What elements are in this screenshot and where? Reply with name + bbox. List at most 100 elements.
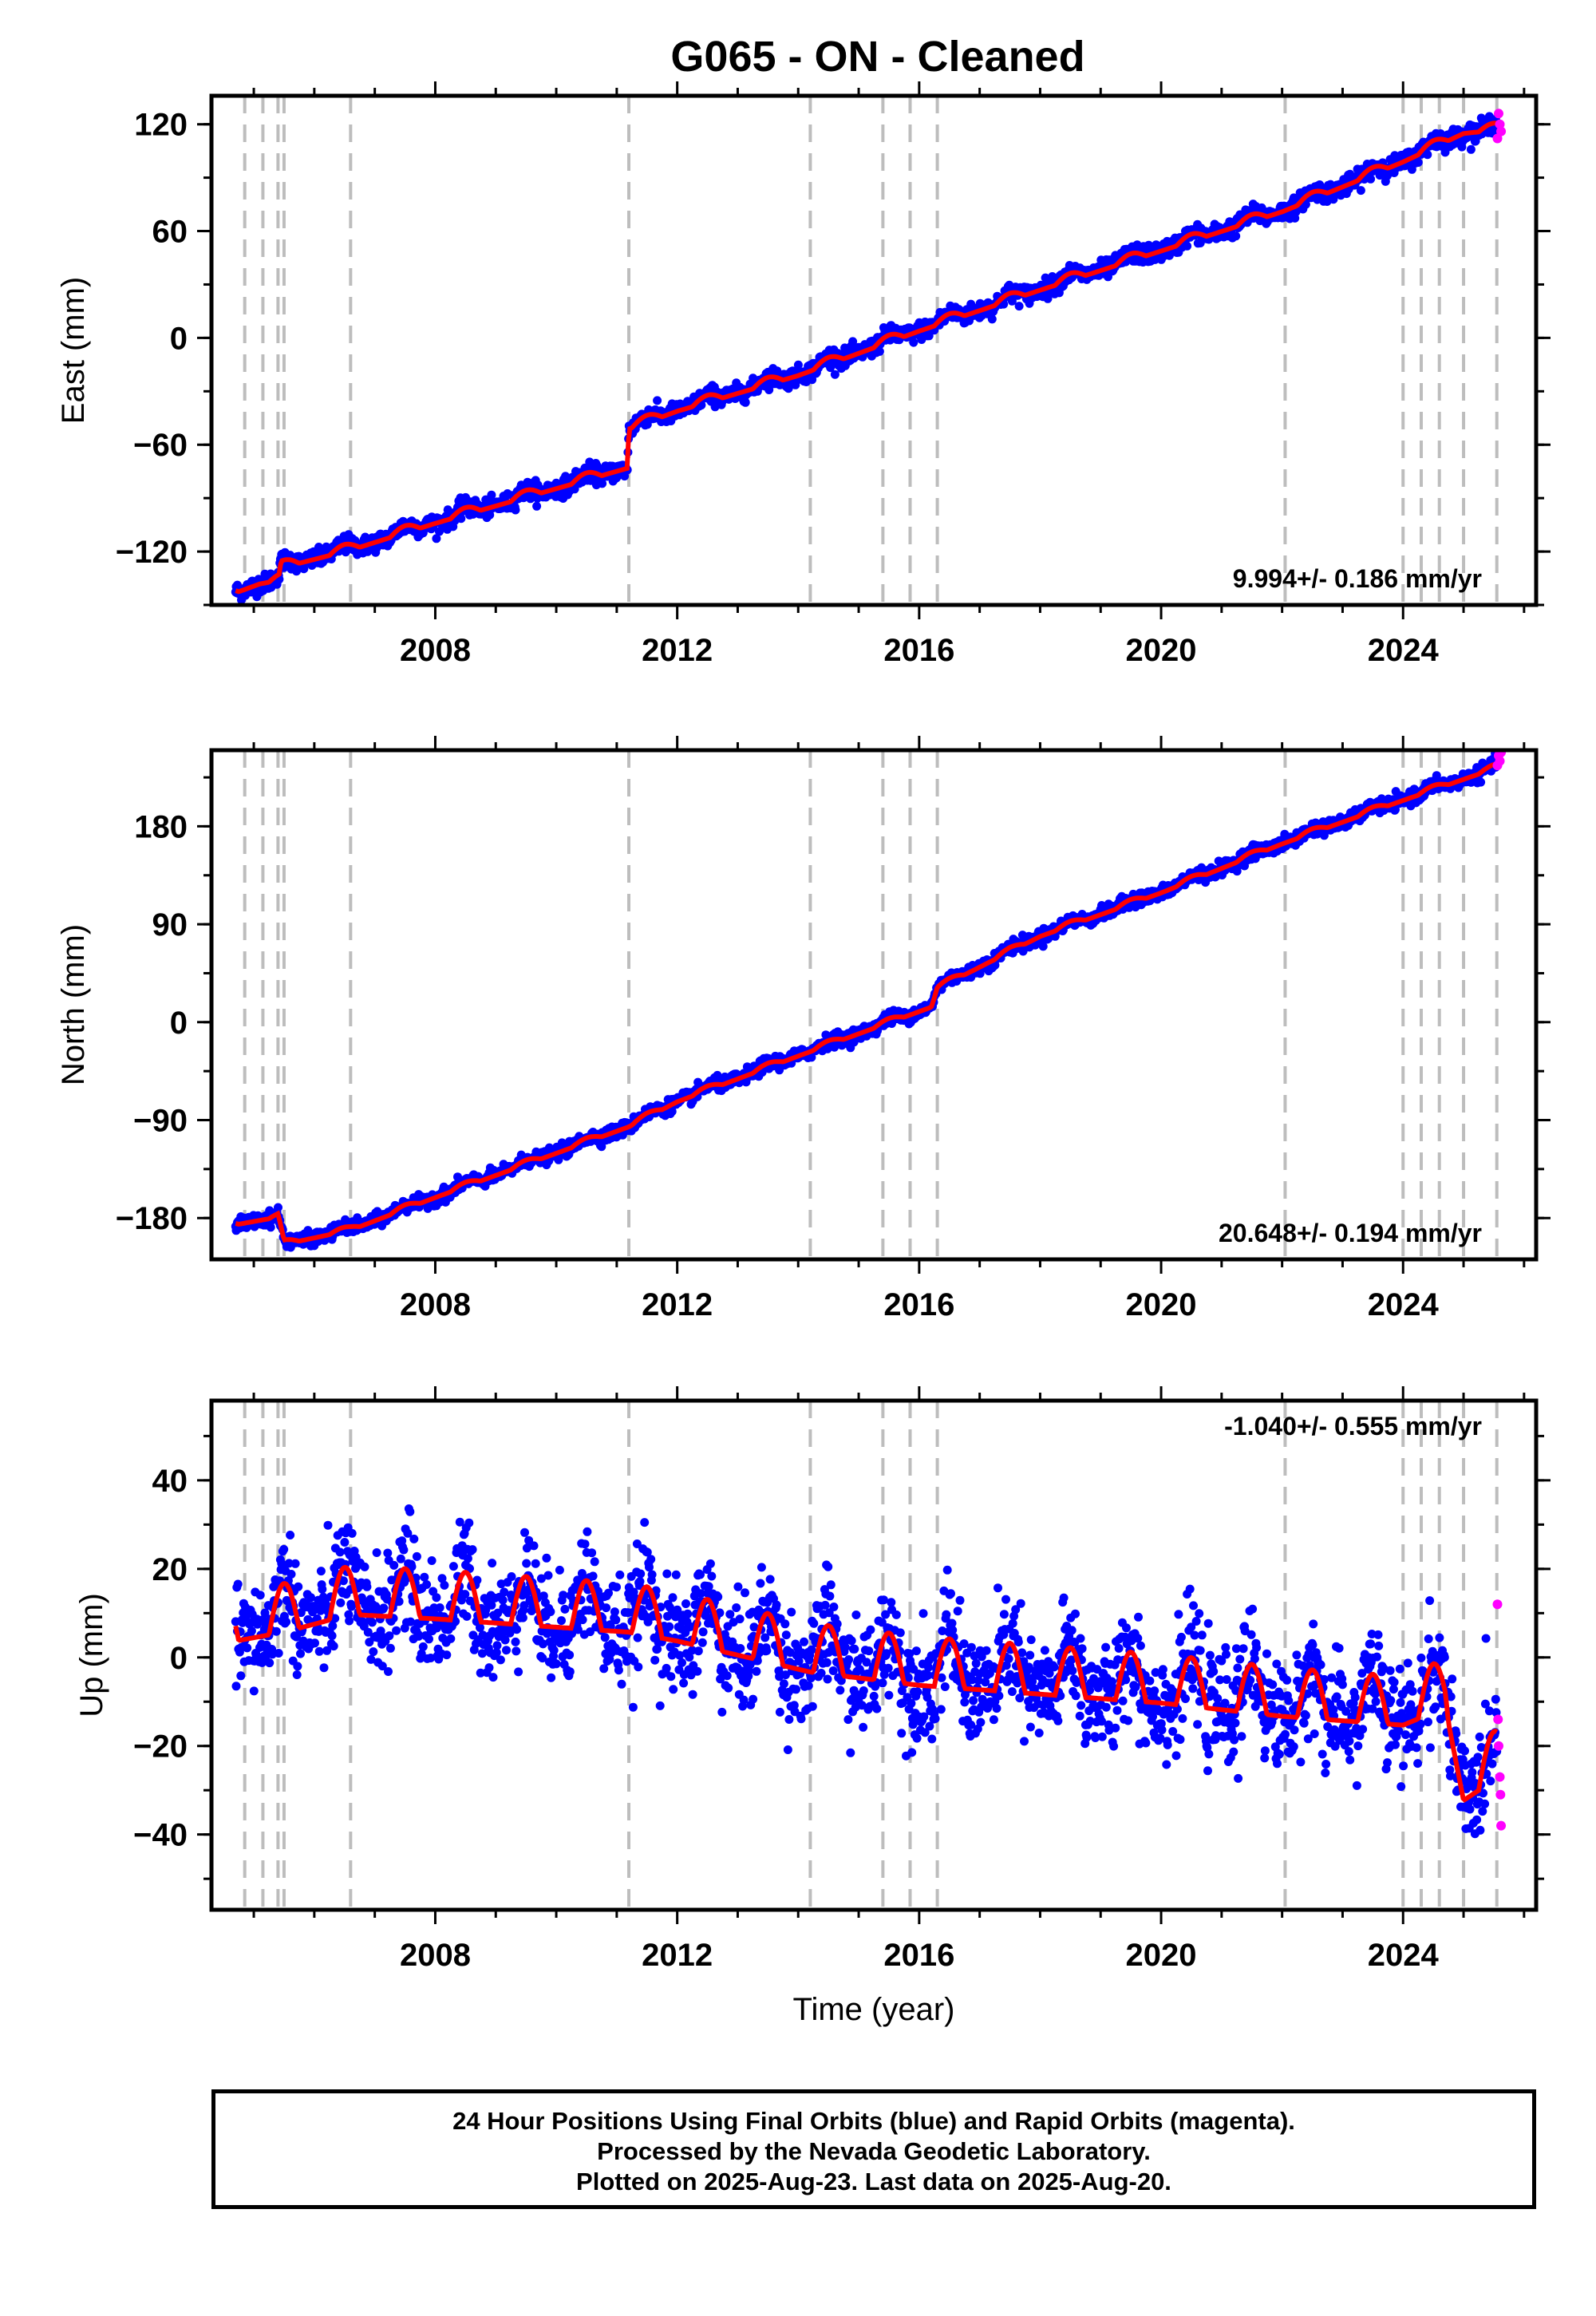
north-xtick-label-2008: 2008 — [400, 1287, 471, 1322]
east-rapid-point-2 — [1495, 119, 1505, 129]
up-point-333 — [422, 1580, 432, 1589]
east-rate-label: 9.994+/- 0.186 mm/yr — [1233, 564, 1482, 593]
up-point-20 — [243, 1643, 252, 1653]
east-point-1354 — [1007, 296, 1017, 306]
north-xtick-label-2024: 2024 — [1368, 1287, 1440, 1322]
east-frame — [209, 93, 1539, 607]
north-ylabel: North (mm) — [56, 924, 91, 1085]
north-point-2171 — [1476, 777, 1486, 787]
east-point-981 — [793, 360, 803, 370]
up-point-95 — [286, 1531, 295, 1539]
east-point-2154 — [1466, 144, 1476, 154]
north-ytick-label--90: −90 — [133, 1104, 188, 1139]
up-point-327 — [418, 1642, 428, 1651]
east-point-2078 — [1423, 150, 1432, 160]
east-point-1182 — [909, 338, 918, 347]
east-rapid-point-0 — [1492, 133, 1503, 144]
east-point-393 — [456, 514, 466, 524]
east-point-1123 — [875, 346, 884, 356]
east-ytick-label--120: −120 — [116, 535, 188, 570]
up-point-265 — [383, 1548, 393, 1558]
north-ytick-label-180: 180 — [134, 809, 188, 844]
east-point-1076 — [848, 337, 858, 346]
east-point-1005 — [808, 375, 817, 385]
up-point-113 — [296, 1649, 305, 1658]
page-title: G065 - ON - Cleaned — [670, 33, 1085, 81]
north-xtick-label-2020: 2020 — [1126, 1287, 1197, 1322]
east-point-488 — [511, 505, 520, 515]
up-point-293 — [399, 1545, 409, 1555]
east-model-line — [235, 121, 1497, 595]
up-point-280 — [392, 1626, 401, 1635]
east-point-2062 — [1413, 158, 1423, 167]
up-point-350 — [432, 1593, 441, 1603]
up-point-182 — [335, 1547, 345, 1557]
up-point-240 — [369, 1647, 378, 1657]
north-rapid-point-2 — [1495, 756, 1505, 766]
east-ylabel: East (mm) — [56, 277, 91, 424]
up-point-329 — [420, 1572, 429, 1582]
up-point-337 — [425, 1634, 433, 1644]
north-ytick-label-0: 0 — [170, 1006, 188, 1041]
up-point-168 — [327, 1631, 337, 1641]
east-point-446 — [487, 490, 496, 500]
up-point-149 — [316, 1567, 326, 1576]
up-point-316 — [412, 1551, 421, 1561]
east-ytick-label-60: 60 — [152, 215, 188, 250]
east-point-350 — [432, 534, 441, 543]
up-point-104 — [290, 1559, 300, 1568]
up-point-84 — [279, 1544, 289, 1554]
up-point-109 — [294, 1582, 303, 1591]
up-plot-area — [231, 1401, 1507, 1910]
up-point-169 — [328, 1621, 338, 1630]
north-rate-label: 20.648+/- 0.194 mm/yr — [1219, 1219, 1482, 1247]
east-point-1659 — [1183, 241, 1192, 251]
up-point-311 — [409, 1534, 419, 1543]
up-point-9 — [236, 1671, 246, 1681]
east-point-1319 — [987, 314, 997, 324]
up-point-171 — [329, 1642, 338, 1651]
north-final-points — [231, 750, 1502, 1252]
east-point-1366 — [1014, 302, 1024, 311]
up-point-88 — [282, 1617, 291, 1626]
up-point-107 — [292, 1670, 302, 1679]
up-point-258 — [379, 1603, 389, 1613]
up-point-202 — [347, 1602, 356, 1611]
east-xtick-label-2016: 2016 — [883, 633, 954, 668]
east-xtick-label-2012: 2012 — [642, 633, 713, 668]
east-plot-area — [231, 96, 1507, 605]
east-xtick-label-2024: 2024 — [1368, 633, 1440, 668]
north-point-638 — [597, 1142, 606, 1152]
up-point-203 — [347, 1528, 357, 1538]
east-point-1962 — [1356, 186, 1365, 196]
north-ytick-label-90: 90 — [152, 907, 188, 943]
up-point-288 — [396, 1554, 405, 1563]
up-point-59 — [265, 1658, 275, 1668]
up-point-246 — [372, 1548, 381, 1557]
east-point-1744 — [1231, 231, 1241, 241]
north-plot-area — [231, 750, 1507, 1259]
up-point-190 — [340, 1538, 350, 1547]
east-point-119 — [299, 564, 309, 574]
north-point-61 — [266, 1223, 275, 1232]
east-point-525 — [532, 501, 542, 511]
east-point-889 — [741, 397, 750, 407]
up-point-304 — [405, 1507, 415, 1516]
east-final-points — [231, 112, 1502, 605]
up-point-32 — [249, 1686, 259, 1696]
east-ytick-label-120: 120 — [134, 108, 188, 143]
east-xtick-label-2020: 2020 — [1126, 633, 1197, 668]
up-point-266 — [384, 1667, 393, 1676]
up-point-183 — [336, 1598, 346, 1607]
east-xtick-label-2008: 2008 — [400, 633, 471, 668]
east-rapid-point-1 — [1494, 109, 1504, 119]
up-point-342 — [427, 1556, 437, 1565]
up-point-225 — [360, 1562, 369, 1571]
east-rapid-point-3 — [1496, 126, 1507, 136]
east-ytick-label--60: −60 — [133, 428, 188, 463]
east-point-1979 — [1366, 174, 1376, 184]
up-point-146 — [314, 1646, 324, 1656]
